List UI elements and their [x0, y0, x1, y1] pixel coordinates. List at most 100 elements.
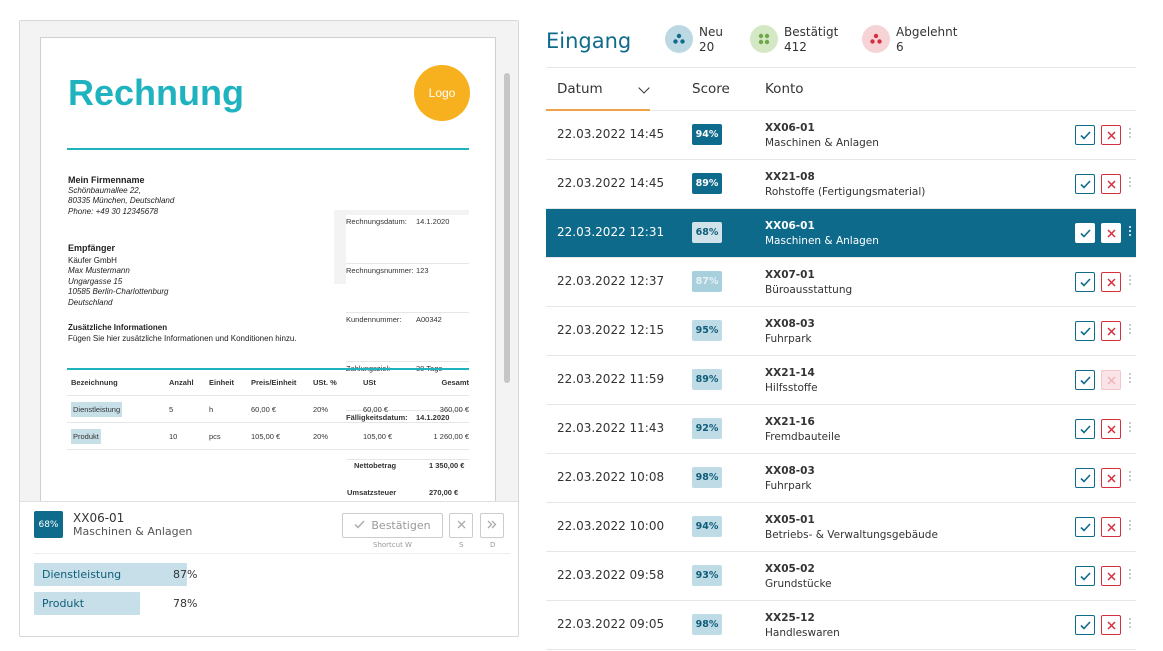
close-icon [1106, 571, 1116, 581]
row-reject-button[interactable] [1101, 419, 1121, 439]
row-reject-button[interactable] [1101, 566, 1121, 586]
row-score-badge: 98% [692, 467, 722, 488]
confirm-label: Bestätigen [371, 519, 431, 532]
chevron-down-icon[interactable] [638, 82, 650, 94]
invoice-title: Rechnung [68, 72, 244, 113]
more-options-icon[interactable] [1127, 371, 1133, 389]
close-icon [1106, 130, 1116, 140]
row-confirm-button[interactable] [1075, 174, 1095, 194]
reject-shortcut-hint: S [459, 541, 464, 549]
row-account-name: Handleswaren [765, 627, 840, 639]
company-logo: Logo [414, 65, 470, 121]
inbox-row[interactable]: 22.03.2022 11:59 89% XX21-14 Hilfsstoffe [546, 356, 1136, 405]
more-options-icon[interactable] [1127, 273, 1133, 291]
row-reject-button[interactable] [1101, 615, 1121, 635]
table-cell: 105,00 € [251, 431, 281, 441]
more-options-icon[interactable] [1127, 469, 1133, 487]
row-confirm-button[interactable] [1075, 370, 1095, 390]
check-icon [1079, 424, 1091, 434]
inbox-row[interactable]: 22.03.2022 10:00 94% XX05-01 Betriebs- &… [546, 503, 1136, 552]
row-account-name: Büroausstattung [765, 284, 853, 296]
info-row: Rechnungsnummer: 123 [346, 264, 469, 313]
close-icon [1106, 522, 1116, 532]
highlighted-cell[interactable]: Produkt [71, 428, 101, 444]
row-account-code: XX05-01 [765, 514, 815, 526]
confirm-button[interactable]: Bestätigen [342, 513, 443, 538]
more-options-icon[interactable] [1127, 322, 1133, 340]
category-pct-dienstleistung: 87% [173, 568, 198, 581]
close-icon [1106, 424, 1116, 434]
table-cell: 360,00 € [439, 404, 469, 414]
detail-account-code: XX06-01 [73, 511, 125, 525]
more-options-icon[interactable] [1127, 175, 1133, 193]
row-reject-button[interactable] [1101, 517, 1121, 537]
row-account-code: XX21-16 [765, 416, 815, 428]
row-confirm-button[interactable] [1075, 517, 1095, 537]
check-icon [1079, 228, 1091, 238]
row-confirm-button[interactable] [1075, 615, 1095, 635]
inbox-row[interactable]: 22.03.2022 12:15 95% XX08-03 Fuhrpark [546, 307, 1136, 356]
check-icon [1079, 179, 1091, 189]
row-account-name: Fremdbauteile [765, 431, 841, 443]
category-bar-produkt[interactable]: Produkt [34, 592, 140, 615]
more-options-icon[interactable] [1127, 224, 1133, 242]
row-account-code: XX21-08 [765, 171, 815, 183]
row-reject-button[interactable] [1101, 468, 1121, 488]
inbox-row[interactable]: 22.03.2022 09:58 93% XX05-02 Grundstücke [546, 552, 1136, 601]
inbox-row[interactable]: 22.03.2022 10:08 98% XX08-03 Fuhrpark [546, 454, 1136, 503]
reject-button[interactable] [449, 513, 473, 538]
row-reject-button[interactable] [1101, 125, 1121, 145]
table-header-row: Bezeichnung Anzahl Einheit Preis/Einheit USt… [67, 370, 469, 396]
inbox-row[interactable]: 22.03.2022 11:43 92% XX21-16 Fremdbautei… [546, 405, 1136, 454]
table-header-cell: Preis/Einheit [251, 378, 297, 387]
row-confirm-button[interactable] [1075, 321, 1095, 341]
table-cell: 60,00 € [251, 404, 277, 414]
category-pct-produkt: 78% [173, 597, 198, 610]
column-date[interactable]: Datum [557, 81, 603, 97]
row-confirm-button[interactable] [1075, 125, 1095, 145]
row-reject-button[interactable] [1101, 223, 1121, 243]
skip-button[interactable] [480, 513, 504, 538]
more-options-icon[interactable] [1127, 567, 1133, 585]
row-account-code: XX06-01 [765, 122, 815, 134]
more-options-icon[interactable] [1127, 518, 1133, 536]
row-reject-button[interactable] [1101, 321, 1121, 341]
column-account[interactable]: Konto [765, 81, 804, 97]
close-icon [457, 518, 466, 533]
row-confirm-button[interactable] [1075, 223, 1095, 243]
stat-confirmed-icon [750, 25, 778, 53]
more-options-icon[interactable] [1127, 616, 1133, 634]
row-confirm-button[interactable] [1075, 419, 1095, 439]
row-confirm-button[interactable] [1075, 468, 1095, 488]
row-account-name: Betriebs- & Verwaltungsgebäude [765, 529, 938, 541]
category-bar-dienstleistung[interactable]: Dienstleistung [34, 563, 187, 586]
document-viewer[interactable]: Rechnung Logo Mein Firmenname Schönbauma… [20, 21, 518, 501]
row-account-code: XX25-12 [765, 612, 815, 624]
inbox-row[interactable]: 22.03.2022 14:45 89% XX21-08 Rohstoffe (… [546, 160, 1136, 209]
inbox-row[interactable]: 22.03.2022 12:37 87% XX07-01 Büroausstat… [546, 258, 1136, 307]
row-account-code: XX08-03 [765, 465, 815, 477]
row-reject-button[interactable] [1101, 174, 1121, 194]
close-icon [1106, 228, 1116, 238]
row-account-name: Maschinen & Anlagen [765, 137, 879, 149]
more-options-icon[interactable] [1127, 126, 1133, 144]
column-score[interactable]: Score [692, 81, 730, 97]
row-reject-button[interactable] [1101, 370, 1121, 390]
detail-divider [34, 553, 510, 554]
check-icon [1079, 375, 1091, 385]
document-scrollbar[interactable] [504, 73, 510, 383]
table-header-cell: Bezeichnung [71, 378, 118, 387]
row-date: 22.03.2022 11:43 [557, 421, 665, 435]
inbox-row[interactable]: 22.03.2022 09:05 98% XX25-12 Handlesware… [546, 601, 1136, 650]
table-cell: 5 [169, 404, 174, 414]
more-options-icon[interactable] [1127, 420, 1133, 438]
highlighted-cell[interactable]: Dienstleistung [71, 401, 123, 417]
inbox-row[interactable]: 22.03.2022 14:45 94% XX06-01 Maschinen &… [546, 111, 1136, 160]
row-confirm-button[interactable] [1075, 272, 1095, 292]
info-key: Rechnungsnummer: [346, 266, 414, 275]
table-row: Produkt 10 pcs 105,00 € 20% 105,00 € 1 260,00 … [67, 423, 469, 450]
row-confirm-button[interactable] [1075, 566, 1095, 586]
inbox-row[interactable]: 22.03.2022 12:31 68% XX06-01 Maschinen &… [546, 209, 1136, 258]
detail-account-name: Maschinen & Anlagen [73, 525, 193, 538]
row-reject-button[interactable] [1101, 272, 1121, 292]
